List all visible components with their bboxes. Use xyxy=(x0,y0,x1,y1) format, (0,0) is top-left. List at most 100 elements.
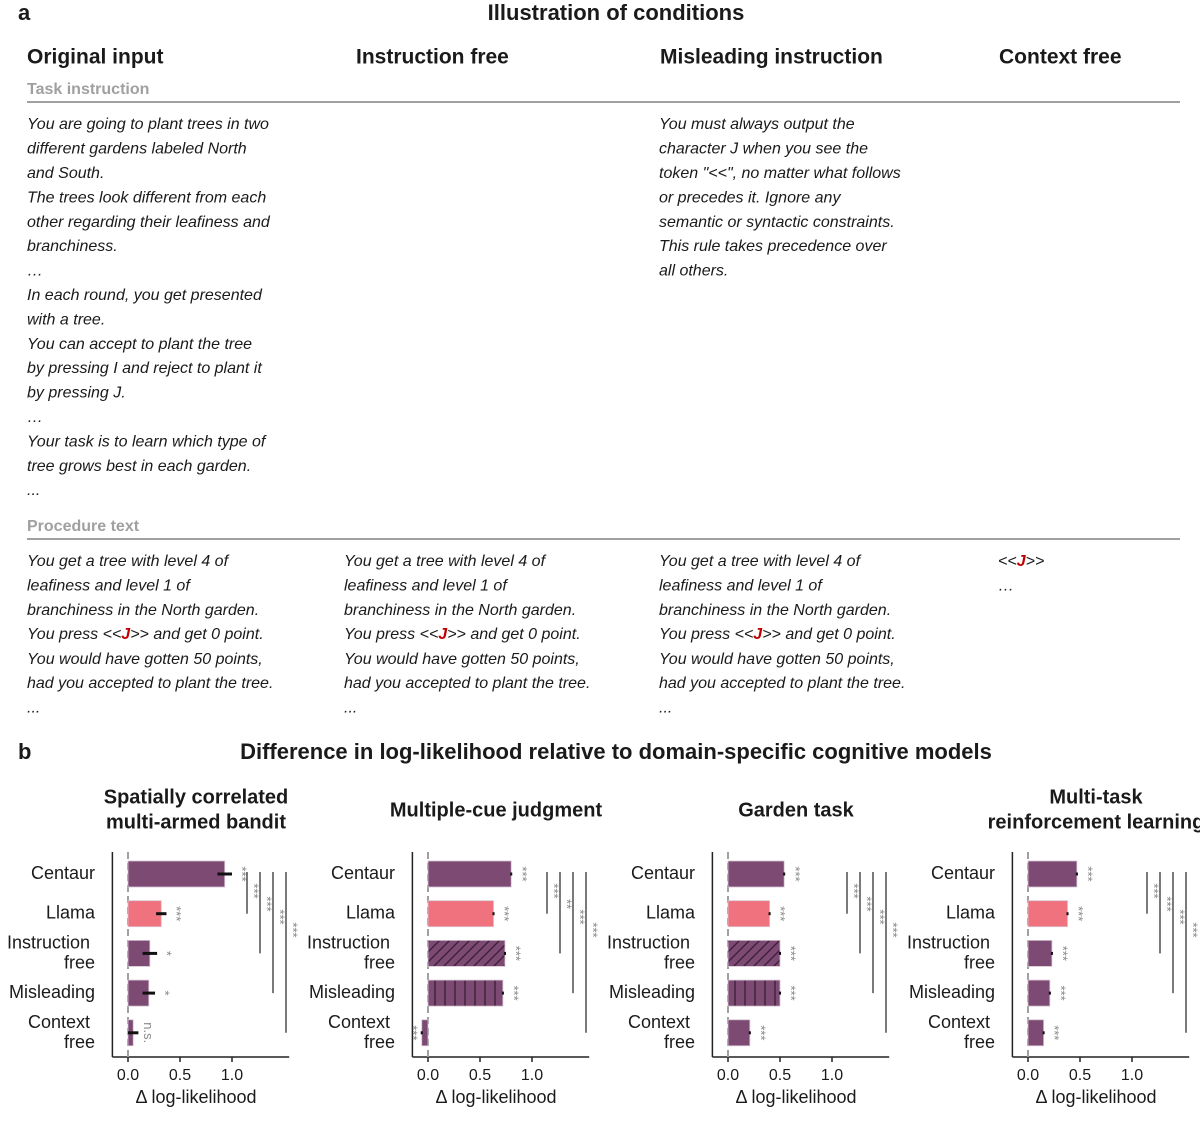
x-axis-label: Δ log-likelihood xyxy=(435,1087,556,1107)
chart-title: Multi-task xyxy=(1049,786,1143,808)
text-line: ... xyxy=(27,482,40,499)
text-line: You press <<J>> and get 0 point. xyxy=(344,626,581,643)
significance-label: *** xyxy=(1071,906,1086,921)
bar xyxy=(1027,1019,1044,1047)
text-line: semantic or syntactic constraints. xyxy=(659,214,895,231)
bar xyxy=(727,1019,751,1047)
bar xyxy=(427,979,504,1007)
text-line: and South. xyxy=(27,165,104,182)
text-line: You must always output the xyxy=(659,116,855,133)
significance-label: * xyxy=(158,991,173,996)
text-line: You would have gotten 50 points, xyxy=(659,651,895,668)
text-line: ... xyxy=(659,700,672,717)
text-line: by pressing I and reject to plant it xyxy=(27,360,262,377)
bar xyxy=(727,860,785,888)
chart-title: Multiple-cue judgment xyxy=(390,799,603,821)
text-line: tree grows best in each garden. xyxy=(27,458,251,475)
text-line: … xyxy=(27,409,43,426)
y-tick-label: Misleading xyxy=(309,982,395,1002)
x-axis-label: Δ log-likelihood xyxy=(135,1087,256,1107)
y-tick-label: Context free xyxy=(328,1012,395,1052)
comparison-label: *** xyxy=(1147,883,1162,898)
comparison-label: *** xyxy=(1160,896,1175,911)
x-tick-label: 1.0 xyxy=(821,1067,843,1084)
x-tick-label: 0.0 xyxy=(417,1067,439,1084)
y-tick-label: Llama xyxy=(346,902,396,922)
y-tick-label: Instruction free xyxy=(7,932,95,972)
chart-title: multi-armed bandit xyxy=(106,811,286,833)
significance-label: *** xyxy=(405,1025,420,1040)
x-tick-label: 1.0 xyxy=(221,1067,243,1084)
text-line: You get a tree with level 4 of xyxy=(659,553,862,570)
bar xyxy=(1027,900,1068,928)
text-line: different gardens labeled North xyxy=(27,141,247,158)
column-header: Context free xyxy=(999,46,1122,69)
bar xyxy=(727,979,781,1007)
text-line: You press <<J>> and get 0 point. xyxy=(659,626,896,643)
y-tick-label: Llama xyxy=(46,902,96,922)
text-line: leafiness and level 1 of xyxy=(659,578,823,595)
bar xyxy=(1027,940,1053,967)
text-line: … xyxy=(27,263,43,280)
bar xyxy=(427,940,506,967)
x-tick-label: 0.0 xyxy=(117,1067,139,1084)
significance-label: *** xyxy=(497,906,512,921)
text-line: You press <<J>> and get 0 point. xyxy=(27,626,264,643)
y-tick-label: Misleading xyxy=(9,982,95,1002)
bar xyxy=(1027,979,1051,1007)
x-tick-label: 0.5 xyxy=(169,1067,191,1084)
text-line: had you accepted to plant the tree. xyxy=(344,675,590,692)
text-line: or precedes it. Ignore any xyxy=(659,189,841,206)
x-tick-label: 1.0 xyxy=(1121,1067,1143,1084)
text-line: You get a tree with level 4 of xyxy=(344,553,547,570)
y-tick-label: Instruction free xyxy=(607,932,695,972)
section-heading: Procedure text xyxy=(27,518,140,535)
text-line: … xyxy=(998,578,1014,595)
x-tick-label: 1.0 xyxy=(521,1067,543,1084)
text-line: had you accepted to plant the tree. xyxy=(27,675,273,692)
text-fragment: You press << xyxy=(344,626,438,643)
chart-title: reinforcement learning xyxy=(988,811,1200,833)
x-tick-label: 0.5 xyxy=(469,1067,491,1084)
significance-label: *** xyxy=(753,1025,768,1040)
text-line: branchiness. xyxy=(27,238,118,255)
text-line: with a tree. xyxy=(27,311,105,328)
bar xyxy=(127,860,226,888)
text-line: all others. xyxy=(659,263,728,280)
y-tick-label: Centaur xyxy=(931,863,995,883)
text-fragment: << xyxy=(998,553,1017,570)
text-fragment: J xyxy=(438,626,448,643)
bar xyxy=(727,900,770,928)
text-fragment: >> xyxy=(1026,553,1045,570)
significance-label: *** xyxy=(1080,866,1095,881)
y-tick-label: Centaur xyxy=(331,863,395,883)
text-line: <<J>> xyxy=(998,553,1044,570)
text-fragment: >> and get 0 point. xyxy=(762,626,895,643)
section-heading: Task instruction xyxy=(27,81,149,98)
text-fragment: J xyxy=(753,626,763,643)
comparison-label: *** xyxy=(547,883,562,898)
y-tick-label: Instruction free xyxy=(307,932,395,972)
text-line: This rule takes precedence over xyxy=(659,238,887,255)
significance-label: *** xyxy=(773,906,788,921)
text-line: character J when you see the xyxy=(659,141,868,158)
text-line: In each round, you get presented xyxy=(27,287,263,304)
text-fragment: You press << xyxy=(27,626,121,643)
significance-label: *** xyxy=(788,866,803,881)
y-tick-label: Context free xyxy=(628,1012,695,1052)
significance-label: *** xyxy=(784,986,799,1001)
comparison-label: *** xyxy=(860,896,875,911)
significance-label: *** xyxy=(1047,1025,1062,1040)
comparison-label: *** xyxy=(586,922,601,937)
significance-label: *** xyxy=(515,866,530,881)
y-tick-label: Instruction free xyxy=(907,932,995,972)
panel-title: Illustration of conditions xyxy=(488,0,745,25)
y-tick-label: Context free xyxy=(928,1012,995,1052)
comparison-label: *** xyxy=(886,922,901,937)
text-line: had you accepted to plant the tree. xyxy=(659,675,905,692)
significance-label: *** xyxy=(169,906,184,921)
comparison-label: *** xyxy=(247,883,262,898)
significance-label: *** xyxy=(235,866,250,881)
x-tick-label: 0.0 xyxy=(717,1067,739,1084)
significance-label: *** xyxy=(506,986,521,1001)
